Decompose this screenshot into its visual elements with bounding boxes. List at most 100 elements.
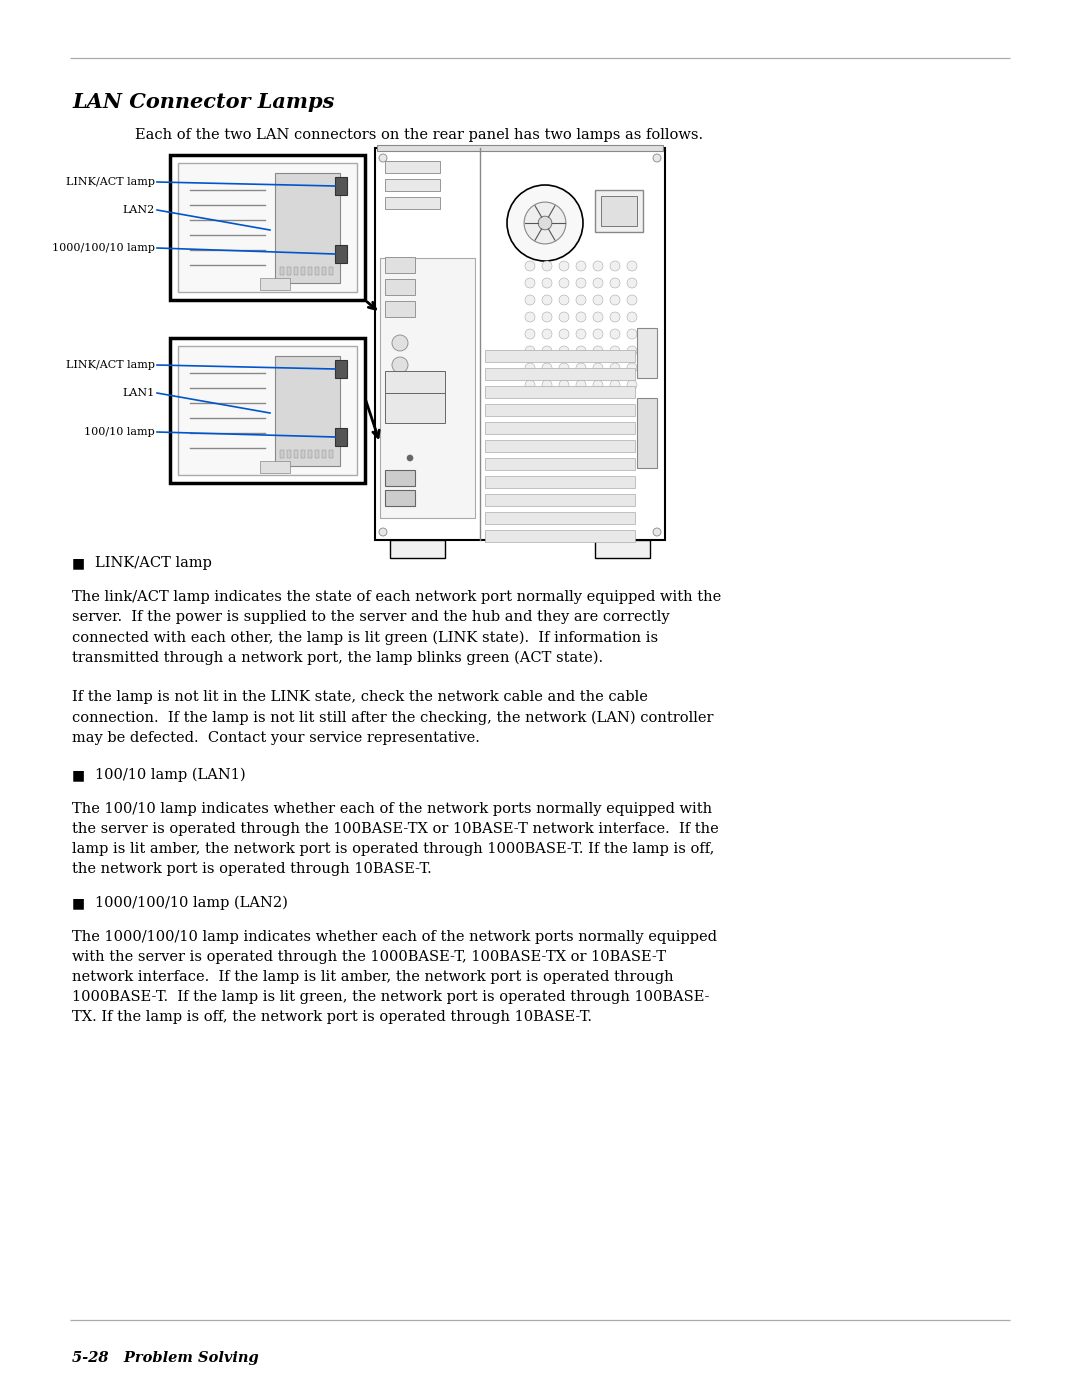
Circle shape [525, 312, 535, 321]
Text: Each of the two LAN connectors on the rear panel has two lamps as follows.: Each of the two LAN connectors on the re… [135, 129, 703, 142]
Circle shape [610, 295, 620, 305]
Bar [315, 267, 319, 275]
Circle shape [542, 380, 552, 390]
Circle shape [653, 154, 661, 162]
Text: LAN1: LAN1 [123, 388, 156, 398]
Bar [287, 267, 291, 275]
Bar [301, 450, 305, 458]
Circle shape [593, 363, 603, 373]
Bar [595, 541, 650, 557]
Circle shape [610, 278, 620, 288]
Circle shape [576, 330, 586, 339]
Circle shape [392, 358, 408, 373]
Bar [260, 461, 291, 474]
Text: 100/10 lamp: 100/10 lamp [84, 427, 156, 437]
Circle shape [525, 346, 535, 356]
Bar [485, 476, 635, 488]
Text: LINK/ACT lamp: LINK/ACT lamp [66, 360, 156, 370]
Bar [260, 278, 291, 291]
Bar [485, 511, 635, 524]
Bar [485, 422, 635, 434]
Circle shape [593, 330, 603, 339]
Circle shape [542, 330, 552, 339]
Circle shape [525, 295, 535, 305]
Bar [170, 338, 365, 483]
Circle shape [627, 278, 637, 288]
Circle shape [559, 346, 569, 356]
Bar [287, 450, 291, 458]
Bar [315, 450, 319, 458]
Circle shape [576, 312, 586, 321]
Circle shape [593, 261, 603, 271]
Circle shape [610, 346, 620, 356]
Text: LAN Connector Lamps: LAN Connector Lamps [72, 92, 335, 112]
Circle shape [392, 335, 408, 351]
Bar [308, 450, 312, 458]
Bar [380, 258, 475, 518]
Text: ■: ■ [72, 556, 85, 570]
Circle shape [627, 312, 637, 321]
Circle shape [653, 528, 661, 536]
Bar [294, 450, 298, 458]
Bar [335, 360, 347, 379]
Circle shape [576, 295, 586, 305]
Circle shape [559, 295, 569, 305]
Circle shape [559, 363, 569, 373]
Bar [384, 161, 440, 173]
Bar [335, 427, 347, 446]
Text: 1000/100/10 lamp (LAN2): 1000/100/10 lamp (LAN2) [95, 895, 288, 911]
Circle shape [593, 295, 603, 305]
Bar [384, 372, 445, 393]
Bar [335, 177, 347, 196]
Circle shape [524, 203, 566, 244]
Circle shape [627, 363, 637, 373]
Text: The 1000/100/10 lamp indicates whether each of the network ports normally equipp: The 1000/100/10 lamp indicates whether e… [72, 930, 717, 1024]
Bar [595, 190, 643, 232]
Circle shape [542, 278, 552, 288]
Text: LINK/ACT lamp: LINK/ACT lamp [95, 556, 212, 570]
Circle shape [576, 278, 586, 288]
Circle shape [627, 346, 637, 356]
Circle shape [593, 380, 603, 390]
Circle shape [559, 278, 569, 288]
Text: LINK/ACT lamp: LINK/ACT lamp [66, 177, 156, 187]
Text: 5-28   Problem Solving: 5-28 Problem Solving [72, 1351, 259, 1365]
Bar [170, 155, 365, 300]
Bar [322, 267, 326, 275]
Bar [384, 257, 415, 272]
Text: LAN2: LAN2 [123, 205, 156, 215]
Circle shape [610, 363, 620, 373]
Circle shape [610, 330, 620, 339]
Bar [275, 356, 340, 467]
Circle shape [610, 261, 620, 271]
Circle shape [576, 346, 586, 356]
Circle shape [379, 528, 387, 536]
Bar [384, 393, 445, 423]
Bar [329, 267, 333, 275]
Bar [375, 148, 665, 541]
Circle shape [559, 380, 569, 390]
Circle shape [627, 380, 637, 390]
Bar [485, 404, 635, 416]
Circle shape [525, 330, 535, 339]
Circle shape [507, 184, 583, 261]
Bar [485, 440, 635, 453]
Circle shape [593, 346, 603, 356]
Bar [301, 267, 305, 275]
Circle shape [538, 217, 552, 231]
Circle shape [525, 380, 535, 390]
Bar [485, 529, 635, 542]
Circle shape [542, 363, 552, 373]
Text: The 100/10 lamp indicates whether each of the network ports normally equipped wi: The 100/10 lamp indicates whether each o… [72, 802, 719, 876]
Circle shape [379, 154, 387, 162]
Text: 100/10 lamp (LAN1): 100/10 lamp (LAN1) [95, 768, 245, 782]
Bar [329, 450, 333, 458]
Circle shape [542, 346, 552, 356]
Circle shape [525, 363, 535, 373]
Circle shape [593, 278, 603, 288]
Circle shape [542, 295, 552, 305]
Bar [384, 300, 415, 317]
Bar [280, 450, 284, 458]
Bar [384, 469, 415, 486]
Circle shape [559, 330, 569, 339]
